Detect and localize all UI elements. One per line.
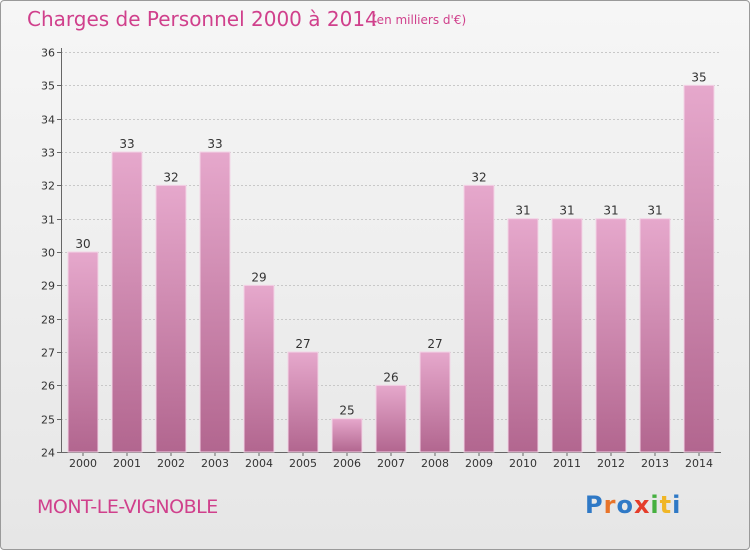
y-tick-label-24: 24: [41, 447, 55, 460]
bar-2014: [683, 84, 715, 453]
y-tick-label-26: 26: [41, 380, 55, 393]
bar-2012: [595, 218, 627, 453]
x-tick-label-2001: 2001: [113, 457, 141, 470]
y-tick-label-36: 36: [41, 47, 55, 60]
x-tick-label-2011: 2011: [553, 457, 581, 470]
x-tick-label-2010: 2010: [509, 457, 537, 470]
x-tick-label-2005: 2005: [289, 457, 317, 470]
y-tick-label-33: 33: [41, 147, 55, 160]
y-tick-label-31: 31: [41, 214, 55, 227]
data-label-2008: 27: [427, 337, 442, 351]
x-tick-label-2000: 2000: [69, 457, 97, 470]
x-tick-label-2006: 2006: [333, 457, 361, 470]
data-label-2002: 32: [163, 170, 178, 184]
y-tick-label-30: 30: [41, 247, 55, 260]
x-tick-label-2003: 2003: [201, 457, 229, 470]
logo-letter: o: [616, 491, 634, 519]
data-label-2013: 31: [647, 204, 662, 218]
y-tick-label-28: 28: [41, 314, 55, 327]
bar-2009: [463, 184, 495, 453]
x-tick-label-2007: 2007: [377, 457, 405, 470]
data-label-2000: 30: [75, 237, 90, 251]
data-label-2010: 31: [515, 204, 530, 218]
bar-2007: [375, 384, 407, 453]
y-tick-label-34: 34: [41, 114, 55, 127]
x-tick-label-2014: 2014: [685, 457, 713, 470]
bar-2013: [639, 218, 671, 453]
y-tick-label-32: 32: [41, 180, 55, 193]
bar-2005: [287, 351, 319, 453]
data-label-2011: 31: [559, 204, 574, 218]
data-label-2009: 32: [471, 170, 486, 184]
bar-2008: [419, 351, 451, 453]
x-tick-label-2012: 2012: [597, 457, 625, 470]
commune-name: MONT-LE-VIGNOBLE: [37, 496, 218, 518]
bars: [67, 84, 715, 453]
bar-2006: [331, 418, 363, 453]
y-tick-label-25: 25: [41, 414, 55, 427]
x-tick-label-2008: 2008: [421, 457, 449, 470]
y-tick-label-29: 29: [41, 280, 55, 293]
x-tick-label-2002: 2002: [157, 457, 185, 470]
bar-2002: [155, 184, 187, 453]
y-tick-label-27: 27: [41, 347, 55, 360]
bar-2011: [551, 218, 583, 453]
data-label-2004: 29: [251, 270, 266, 284]
y-tick-label-35: 35: [41, 80, 55, 93]
logo-letter: x: [633, 491, 651, 519]
data-label-2001: 33: [119, 137, 134, 151]
x-tick-label-2009: 2009: [465, 457, 493, 470]
bar-2000: [67, 251, 99, 453]
proxiti-logo[interactable]: Proxiti: [585, 491, 681, 519]
chart-subtitle: (en milliers d'€): [372, 13, 467, 27]
logo-letter: i: [650, 491, 660, 519]
axes: 24 25 26 27 28 29 30 31 32 33 34 35 36 2000 2001 2002 20…: [41, 47, 721, 470]
data-label-2007: 26: [383, 370, 398, 384]
logo-letter: i: [672, 491, 682, 519]
bar-2003: [199, 151, 231, 453]
logo-letter: P: [585, 491, 604, 519]
data-label-2014: 35: [691, 70, 706, 84]
bar-2004: [243, 284, 275, 453]
logo-letter: t: [659, 491, 673, 519]
chart-title: Charges de Personnel 2000 à 2014: [27, 7, 378, 31]
x-tick-label-2004: 2004: [245, 457, 273, 470]
bar-2001: [111, 151, 143, 453]
bar-2010: [507, 218, 539, 453]
data-labels: 30 33 32 33 29 27 25 26 27 32 31 31 31 31 35: [75, 70, 706, 417]
x-tick-label-2013: 2013: [641, 457, 669, 470]
data-label-2012: 31: [603, 204, 618, 218]
data-label-2005: 27: [295, 337, 310, 351]
data-label-2006: 25: [339, 404, 354, 418]
logo-letter: r: [603, 491, 617, 519]
data-label-2003: 33: [207, 137, 222, 151]
